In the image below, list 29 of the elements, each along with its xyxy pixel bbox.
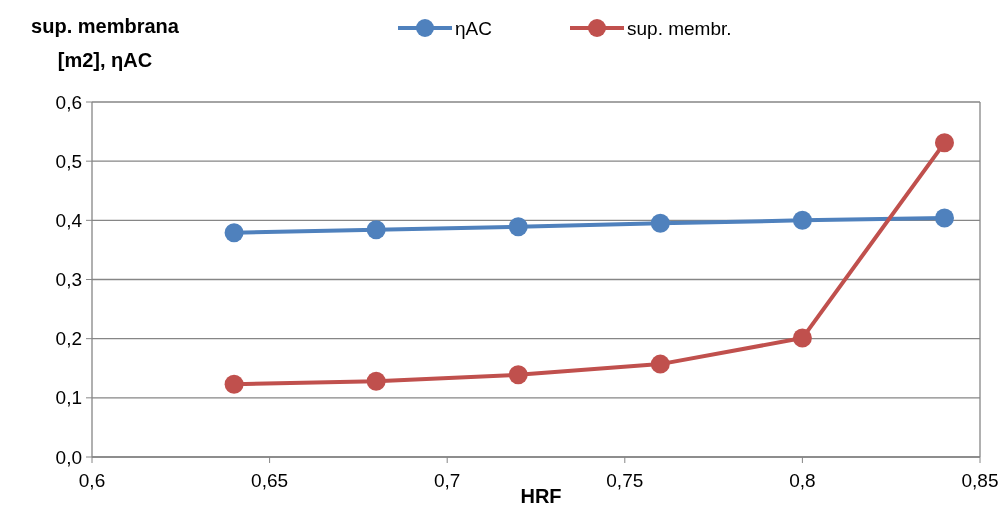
- x-tick-label: 0,65: [251, 470, 289, 491]
- x-tick-label: 0,8: [789, 470, 816, 491]
- y-tick-label: 0,1: [55, 387, 82, 409]
- x-tick-label: 0,85: [961, 470, 999, 491]
- y-axis-title: sup. membrana [m2], ηAC: [31, 15, 180, 71]
- point: [366, 371, 386, 391]
- x-tick-label: 0,7: [433, 470, 461, 491]
- point: [792, 328, 812, 348]
- y-tick-label: 0,3: [55, 269, 82, 291]
- y-tick-label: 0,5: [55, 150, 82, 172]
- point: [508, 365, 528, 385]
- legend-label: ηAC: [455, 17, 492, 39]
- point: [650, 213, 670, 233]
- point: [224, 374, 244, 394]
- x-axis-title: HRF: [520, 485, 562, 507]
- point: [934, 133, 954, 153]
- y-tick-label: 0,6: [55, 91, 82, 113]
- y-tick-label: 0,4: [55, 209, 83, 231]
- x-tick-label: 0,6: [78, 470, 106, 491]
- legend-label: sup. membr.: [627, 17, 732, 39]
- point: [650, 354, 670, 374]
- point: [224, 223, 244, 243]
- point: [934, 208, 954, 228]
- y-tick-label: 0,0: [55, 446, 82, 468]
- point: [366, 220, 386, 240]
- y-tick-label: 0,2: [55, 328, 82, 350]
- point: [792, 210, 812, 230]
- x-tick-label: 0,75: [606, 470, 644, 491]
- point: [508, 217, 528, 237]
